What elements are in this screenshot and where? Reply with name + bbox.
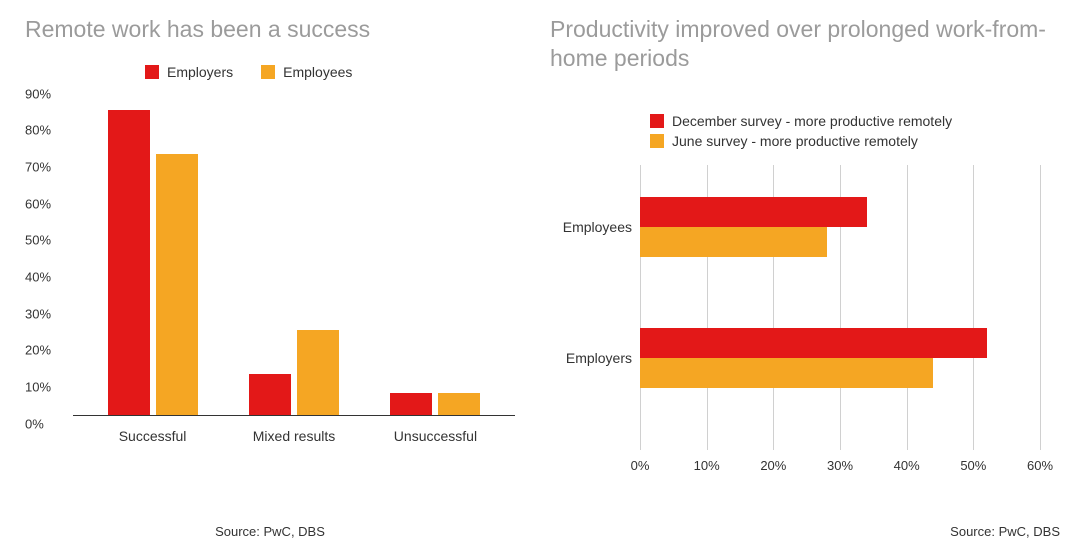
y-tick-label: 10% <box>25 380 51 395</box>
x-category-label: Mixed results <box>253 428 335 444</box>
y-tick-label: 80% <box>25 123 51 138</box>
y-tick-label: 90% <box>25 86 51 101</box>
legend-swatch <box>650 114 664 128</box>
legend-label: December survey - more productive remote… <box>672 113 952 129</box>
x-tick-label: 50% <box>960 458 986 473</box>
legend-label: Employees <box>283 64 352 80</box>
bar-group <box>390 393 480 415</box>
y-tick-label: 20% <box>25 343 51 358</box>
legend-item-december: December survey - more productive remote… <box>650 113 1060 129</box>
y-tick-label: 50% <box>25 233 51 248</box>
left-plot-area <box>73 86 515 416</box>
bar <box>108 110 150 414</box>
legend-label: June survey - more productive remotely <box>672 133 918 149</box>
bar-group <box>249 330 339 414</box>
bar <box>390 393 432 415</box>
left-source: Source: PwC, DBS <box>215 524 325 539</box>
right-chart: 0% 10% 20% 30% 40% 50% 60% Employees Employers <box>550 165 1060 485</box>
x-tick-label: 0% <box>631 458 650 473</box>
x-tick-label: 30% <box>827 458 853 473</box>
y-tick-label: 60% <box>25 196 51 211</box>
bar <box>438 393 480 415</box>
right-legend: December survey - more productive remote… <box>650 113 1060 153</box>
legend-label: Employers <box>167 64 233 80</box>
y-category-label: Employers <box>550 350 632 366</box>
legend-swatch <box>650 134 664 148</box>
legend-swatch <box>145 65 159 79</box>
gridline <box>1040 165 1041 450</box>
legend-item-june: June survey - more productive remotely <box>650 133 1060 149</box>
gridline <box>973 165 974 450</box>
y-tick-label: 40% <box>25 270 51 285</box>
bar-group <box>108 110 198 414</box>
x-tick-label: 10% <box>694 458 720 473</box>
y-tick-label: 30% <box>25 306 51 321</box>
bar <box>640 358 933 388</box>
y-tick-label: 70% <box>25 160 51 175</box>
bar <box>640 328 987 358</box>
right-chart-panel: Productivity improved over prolonged wor… <box>540 0 1080 549</box>
left-chart-panel: Remote work has been a success Employers… <box>0 0 540 549</box>
y-tick-label: 0% <box>25 416 44 431</box>
legend-swatch <box>261 65 275 79</box>
bar <box>640 197 867 227</box>
left-legend: Employers Employees <box>145 64 530 80</box>
bar <box>156 154 198 414</box>
legend-item-employers: Employers <box>145 64 233 80</box>
left-title: Remote work has been a success <box>25 15 530 44</box>
left-chart: 0% 10% 20% 30% 40% 50% 60% 70% 80% 90% Successful… <box>25 86 525 456</box>
right-source: Source: PwC, DBS <box>950 524 1060 539</box>
legend-item-employees: Employees <box>261 64 352 80</box>
y-category-label: Employees <box>550 219 632 235</box>
right-plot-area <box>640 165 1040 450</box>
x-category-label: Successful <box>119 428 187 444</box>
x-tick-label: 60% <box>1027 458 1053 473</box>
bar <box>249 374 291 414</box>
x-category-label: Unsuccessful <box>394 428 477 444</box>
x-tick-label: 40% <box>894 458 920 473</box>
right-title: Productivity improved over prolonged wor… <box>550 15 1060 73</box>
gridline <box>907 165 908 450</box>
x-tick-label: 20% <box>760 458 786 473</box>
bar <box>640 227 827 257</box>
bar <box>297 330 339 414</box>
